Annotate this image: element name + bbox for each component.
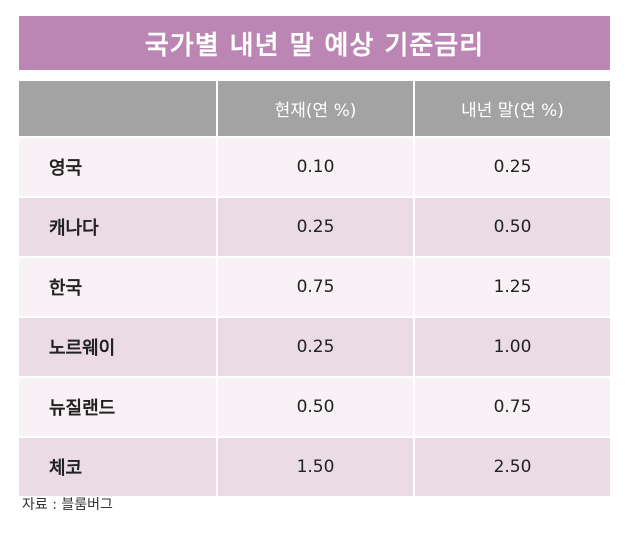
header-next-year-end: 내년 말(연 %) (413, 81, 610, 136)
table-header-row: 현재(연 %) 내년 말(연 %) (19, 81, 610, 136)
table-row: 노르웨이 0.25 1.00 (19, 316, 610, 376)
current-rate-cell: 1.50 (216, 438, 413, 496)
current-rate-cell: 0.25 (216, 198, 413, 256)
current-rate-cell: 0.75 (216, 258, 413, 316)
country-cell: 캐나다 (49, 218, 99, 239)
next-year-rate-cell: 1.00 (413, 318, 610, 376)
next-year-rate-cell: 0.50 (413, 198, 610, 256)
title-banner: 국가별 내년 말 예상 기준금리 (19, 16, 610, 70)
country-cell: 한국 (49, 278, 83, 299)
table-title: 국가별 내년 말 예상 기준금리 (144, 30, 485, 61)
country-cell: 체코 (49, 458, 83, 479)
next-year-rate-cell: 0.75 (413, 378, 610, 436)
header-country (19, 81, 216, 136)
table-row: 뉴질랜드 0.50 0.75 (19, 376, 610, 436)
table-row: 체코 1.50 2.50 (19, 436, 610, 496)
table-row: 한국 0.75 1.25 (19, 256, 610, 316)
current-rate-cell: 0.25 (216, 318, 413, 376)
interest-rate-table: 현재(연 %) 내년 말(연 %) 영국 0.10 0.25 캐나다 0.25 … (19, 81, 610, 496)
country-cell: 영국 (49, 158, 83, 179)
country-cell: 뉴질랜드 (49, 398, 116, 419)
table-row: 영국 0.10 0.25 (19, 136, 610, 196)
current-rate-cell: 0.50 (216, 378, 413, 436)
next-year-rate-cell: 0.25 (413, 138, 610, 196)
next-year-rate-cell: 2.50 (413, 438, 610, 496)
current-rate-cell: 0.10 (216, 138, 413, 196)
next-year-rate-cell: 1.25 (413, 258, 610, 316)
header-current: 현재(연 %) (216, 81, 413, 136)
table-row: 캐나다 0.25 0.50 (19, 196, 610, 256)
source-note: 자료 : 블룸버그 (22, 497, 113, 513)
country-cell: 노르웨이 (49, 338, 116, 359)
